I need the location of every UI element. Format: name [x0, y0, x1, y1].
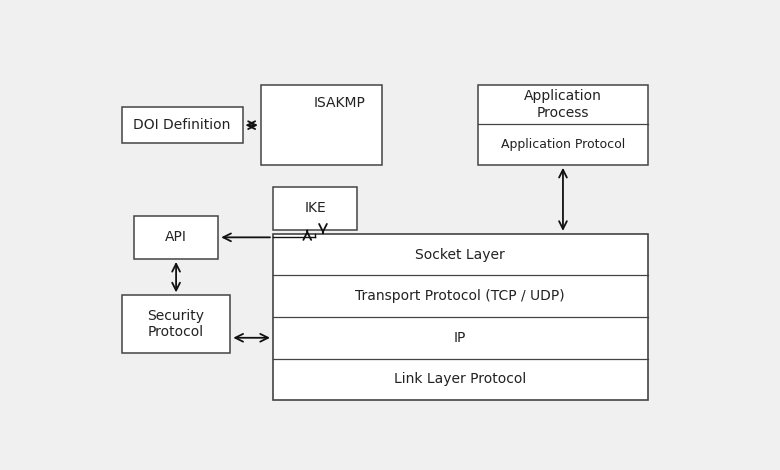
Bar — [273, 234, 647, 400]
Bar — [273, 187, 357, 230]
Text: ISAKMP: ISAKMP — [314, 96, 365, 110]
Text: DOI Definition: DOI Definition — [133, 118, 231, 132]
Text: Link Layer Protocol: Link Layer Protocol — [394, 372, 526, 386]
Bar — [122, 107, 243, 143]
Bar — [122, 295, 231, 353]
Text: Security
Protocol: Security Protocol — [147, 309, 204, 339]
Bar — [261, 86, 381, 165]
Text: IP: IP — [454, 331, 466, 345]
Text: Application
Process: Application Process — [524, 89, 602, 119]
Bar — [134, 216, 218, 259]
Text: IKE: IKE — [304, 202, 326, 215]
Text: API: API — [165, 230, 187, 244]
Text: Socket Layer: Socket Layer — [415, 248, 505, 261]
Text: Transport Protocol (TCP / UDP): Transport Protocol (TCP / UDP) — [356, 289, 565, 303]
Text: Application Protocol: Application Protocol — [501, 138, 625, 151]
Bar — [478, 86, 647, 165]
